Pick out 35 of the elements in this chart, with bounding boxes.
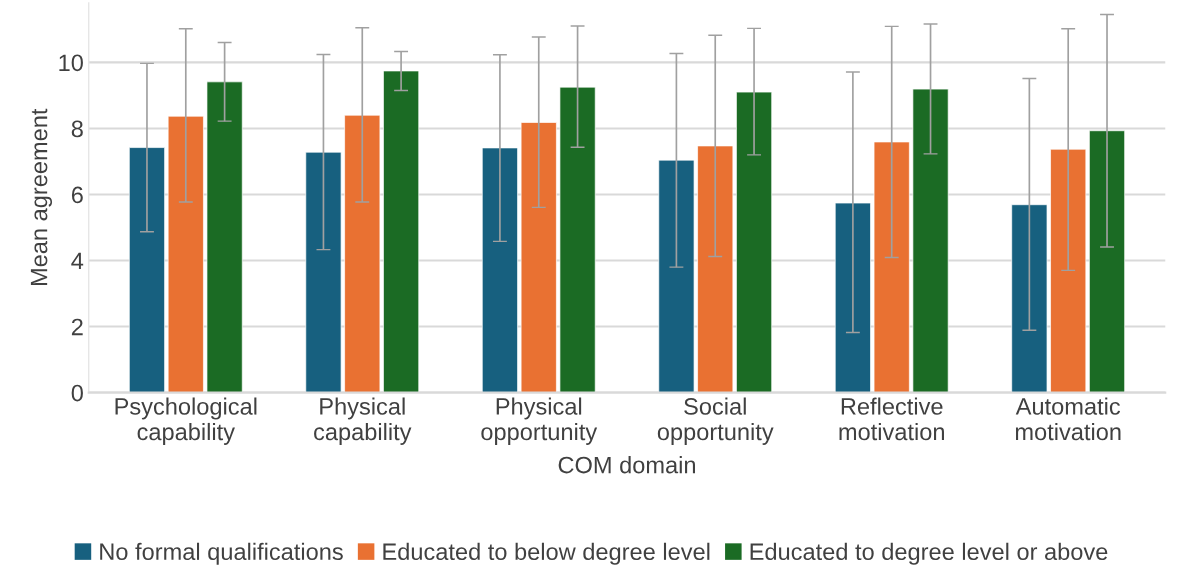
legend-label: No formal qualifications — [100, 542, 343, 565]
x-tick-label: Physical opportunity — [481, 397, 598, 445]
x-tick-label: Social opportunity — [657, 397, 774, 445]
x-axis-title: COM domain — [558, 456, 695, 474]
bar — [128, 147, 165, 393]
bar — [736, 91, 773, 393]
y-tick-label: 4 — [71, 252, 84, 270]
bar — [559, 86, 596, 393]
bar — [1050, 148, 1087, 393]
bar — [481, 147, 518, 393]
x-tick-label: Reflective motivation — [839, 397, 944, 441]
x-tick-label: Psychological capability — [115, 397, 257, 445]
bar — [912, 88, 949, 393]
bar — [206, 81, 243, 393]
x-tick-label: Physical capability — [314, 397, 412, 445]
bar — [305, 151, 342, 393]
legend-label: Educated to degree level or above — [750, 542, 1108, 565]
y-axis-title: Mean agreement — [30, 108, 53, 286]
bar — [383, 70, 420, 393]
bar — [1011, 204, 1048, 393]
bar — [1089, 130, 1126, 393]
y-tick-label: 2 — [71, 318, 83, 336]
bar — [697, 145, 734, 393]
bar — [344, 114, 381, 393]
bar — [658, 159, 695, 393]
bar — [873, 141, 910, 393]
y-tick-label: 6 — [71, 186, 83, 204]
bar — [834, 202, 871, 393]
bar — [520, 122, 557, 393]
y-tick-label: 8 — [71, 120, 83, 138]
legend-label: Educated to below degree level — [383, 542, 710, 565]
x-tick-label: Automatic motivation — [1015, 397, 1121, 441]
y-tick-label: 10 — [59, 54, 83, 72]
bar — [167, 115, 204, 393]
y-tick-label: 0 — [71, 384, 83, 402]
